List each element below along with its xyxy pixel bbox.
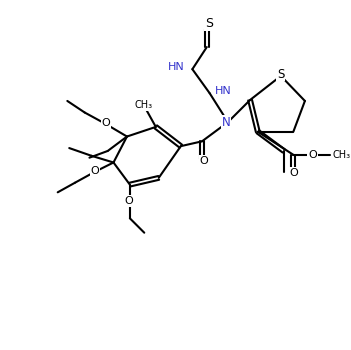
Text: O: O xyxy=(199,155,208,166)
Text: O: O xyxy=(289,168,298,178)
Text: O: O xyxy=(125,196,133,206)
Text: CH₃: CH₃ xyxy=(134,100,152,110)
Text: O: O xyxy=(308,150,317,160)
Text: HN: HN xyxy=(168,62,185,72)
Text: HN: HN xyxy=(214,86,231,96)
Text: S: S xyxy=(277,68,285,80)
Text: O: O xyxy=(91,166,100,176)
Text: O: O xyxy=(101,118,110,128)
Text: CH₃: CH₃ xyxy=(333,150,351,160)
Text: S: S xyxy=(205,18,213,30)
Text: N: N xyxy=(221,116,230,128)
